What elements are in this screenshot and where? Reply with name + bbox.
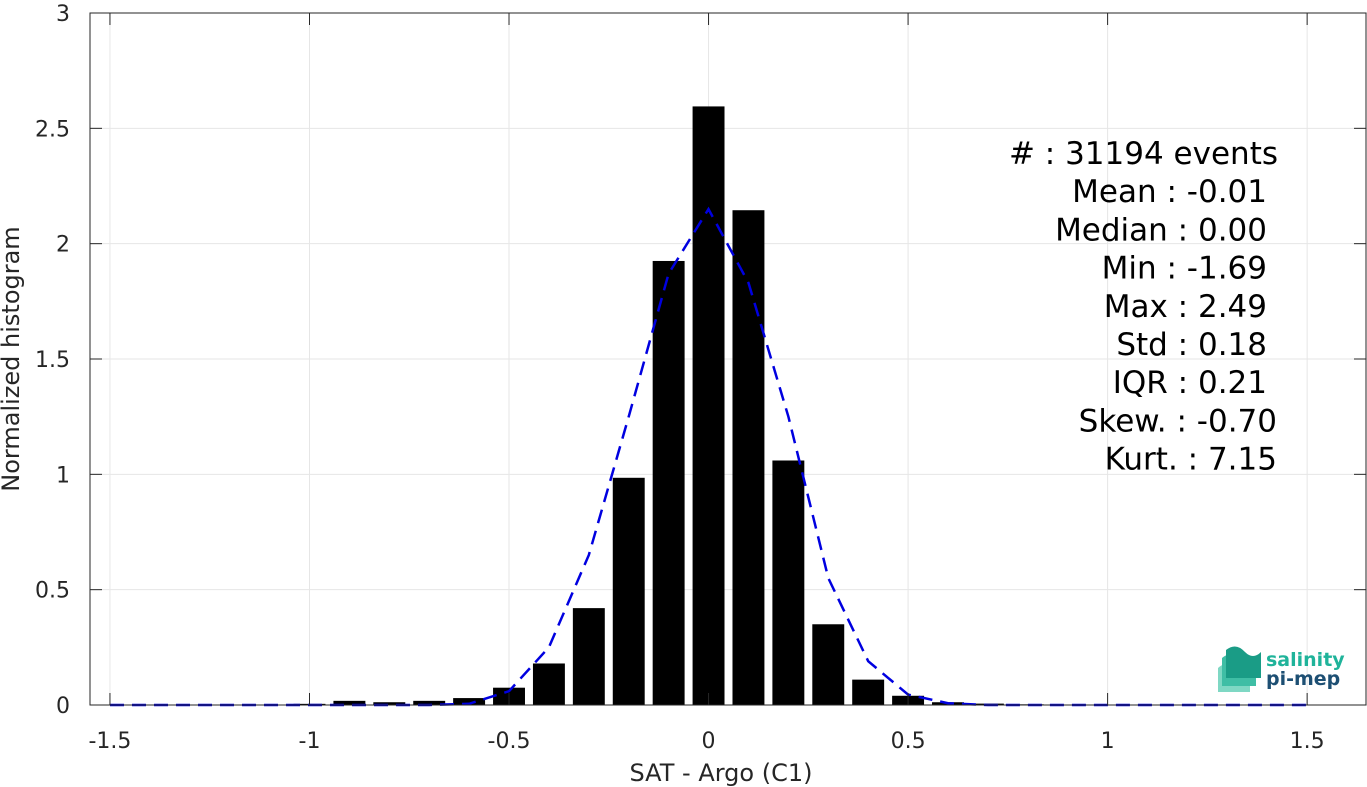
stat-line: IQR : 0.21: [1113, 365, 1267, 401]
histogram-bar: [453, 698, 486, 705]
stat-line: Std : 0.18: [1116, 327, 1267, 363]
histogram-bar: [812, 624, 845, 705]
histogram-bar: [852, 679, 885, 705]
logo-text-pi-mep: pi-mep: [1266, 668, 1340, 690]
stat-line: Min : -1.69: [1102, 251, 1267, 287]
histogram-bar: [333, 700, 366, 705]
stat-line: Max : 2.49: [1104, 289, 1267, 325]
x-tick-label: 0.5: [891, 729, 926, 754]
x-tick-label: 1: [1101, 729, 1115, 754]
histogram-bar: [692, 106, 725, 706]
histogram-bar: [612, 477, 645, 705]
x-tick-label: -0.5: [488, 729, 531, 754]
histogram-bar: [413, 700, 446, 705]
axis-ticks: [90, 12, 1366, 706]
y-tick-label: 2: [56, 233, 70, 258]
histogram-bar: [572, 608, 605, 705]
y-tick-label: 1.5: [35, 348, 70, 373]
x-tick-label: -1.5: [88, 729, 131, 754]
y-tick-label: 3: [56, 2, 70, 27]
y-tick-labels: 0 0.5 1 1.5 2 2.5 3: [35, 2, 70, 719]
y-axis-label: Normalized histogram: [0, 226, 25, 491]
stat-line: Mean : -0.01: [1072, 174, 1267, 210]
x-tick-label: 0: [702, 729, 716, 754]
stat-line: # : 31194 events: [1009, 136, 1278, 172]
histogram-bar: [373, 702, 406, 705]
histogram-bar: [652, 260, 685, 705]
y-tick-label: 0: [56, 694, 70, 719]
x-tick-label: 1.5: [1290, 729, 1325, 754]
y-tick-label: 2.5: [35, 117, 70, 142]
histogram-bar: [532, 663, 565, 705]
x-tick-labels: -1.5 -1 -0.5 0 0.5 1 1.5: [88, 729, 1324, 754]
logo-waves-icon: [1218, 646, 1261, 692]
stat-line: Kurt. : 7.15: [1105, 442, 1277, 478]
histogram-bar: [772, 460, 805, 705]
x-axis-label: SAT - Argo (C1): [630, 759, 813, 787]
histogram-bars: [293, 106, 1324, 706]
histogram-bar: [732, 210, 765, 705]
stat-line: Skew. : -0.70: [1079, 403, 1277, 439]
y-tick-label: 0.5: [35, 579, 70, 604]
x-tick-label: -1: [299, 729, 321, 754]
salinity-pi-mep-logo: salinity pi-mep: [1218, 646, 1345, 692]
logo-text-salinity: salinity: [1266, 649, 1345, 671]
y-tick-label: 1: [56, 463, 70, 488]
stat-line: Median : 0.00: [1055, 212, 1267, 248]
